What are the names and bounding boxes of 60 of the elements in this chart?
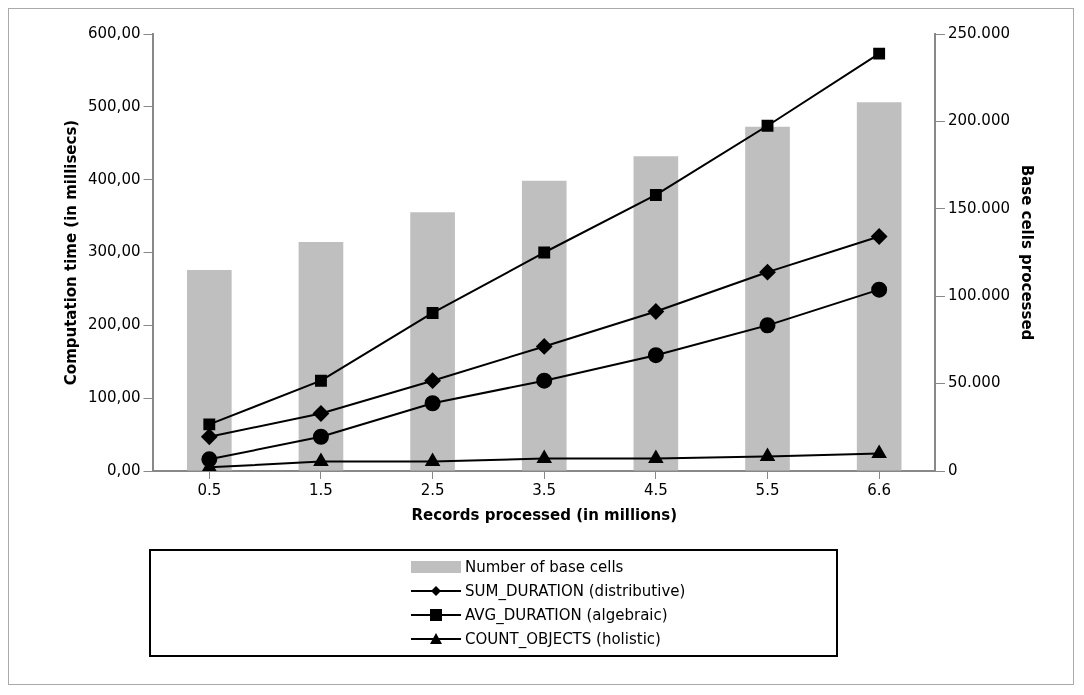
y2-tick-label: 50.000 xyxy=(947,373,1001,392)
legend-label: AVG_DURATION (algebraic) xyxy=(465,606,668,624)
x-tick-label: 0.5 xyxy=(197,480,222,499)
point xyxy=(201,428,218,445)
legend-label: COUNT_OBJECTS (holistic) xyxy=(465,630,661,648)
point xyxy=(648,450,663,464)
bar xyxy=(298,242,344,471)
point xyxy=(203,418,216,431)
legend-label: Number of base cells xyxy=(465,558,624,576)
x-tick-label: 3.5 xyxy=(532,480,557,499)
y2-tick-label: 150.000 xyxy=(947,198,1010,217)
point xyxy=(759,264,776,281)
bar xyxy=(745,126,790,471)
point xyxy=(315,374,327,387)
point xyxy=(649,189,662,201)
point xyxy=(761,119,774,132)
point xyxy=(873,47,886,60)
y-tick-label: 600,00 xyxy=(87,23,141,42)
point xyxy=(871,228,888,245)
point xyxy=(647,303,664,320)
point xyxy=(538,246,551,259)
x-tick-label: 5.5 xyxy=(755,480,780,499)
bar xyxy=(633,156,679,471)
point xyxy=(313,453,329,467)
y2-tick-label: 200.000 xyxy=(947,111,1010,130)
bar xyxy=(410,212,455,471)
x-tick-label: 1.5 xyxy=(309,480,333,499)
bar xyxy=(521,180,567,471)
point xyxy=(536,372,553,389)
point xyxy=(647,347,664,364)
y2-tick-label: 100.000 xyxy=(947,286,1010,305)
x-tick-label: 6.6 xyxy=(867,480,892,499)
point xyxy=(426,307,439,319)
point xyxy=(312,428,329,445)
y-tick-label: 400,00 xyxy=(87,169,141,188)
point xyxy=(312,405,329,422)
point xyxy=(537,450,552,464)
x-tick-label: 2.5 xyxy=(420,480,445,499)
x-axis-title: Records processed (in millions) xyxy=(411,505,678,524)
point xyxy=(424,372,441,389)
y-tick-label: 0,00 xyxy=(107,460,141,479)
y2-tick-label: 0 xyxy=(947,460,958,479)
y-tick-label: 200,00 xyxy=(87,315,141,334)
legend-label: SUM_DURATION (distributive) xyxy=(465,582,686,600)
y2-axis-title: Base cells processed xyxy=(1018,164,1037,341)
point xyxy=(424,395,441,412)
x-tick-label: 4.5 xyxy=(643,480,668,499)
y-tick-label: 300,00 xyxy=(87,242,141,261)
point xyxy=(759,317,776,334)
y2-tick-label: 250.000 xyxy=(947,23,1010,42)
point xyxy=(760,448,775,461)
bar xyxy=(856,102,902,471)
bar xyxy=(186,269,232,471)
y-axis-title: Computation time (in millisecs) xyxy=(61,119,80,386)
point xyxy=(871,281,888,298)
point xyxy=(425,453,440,467)
y-tick-label: 100,00 xyxy=(87,388,141,407)
point xyxy=(536,338,553,355)
y-tick-label: 500,00 xyxy=(87,96,141,115)
point xyxy=(872,445,887,459)
